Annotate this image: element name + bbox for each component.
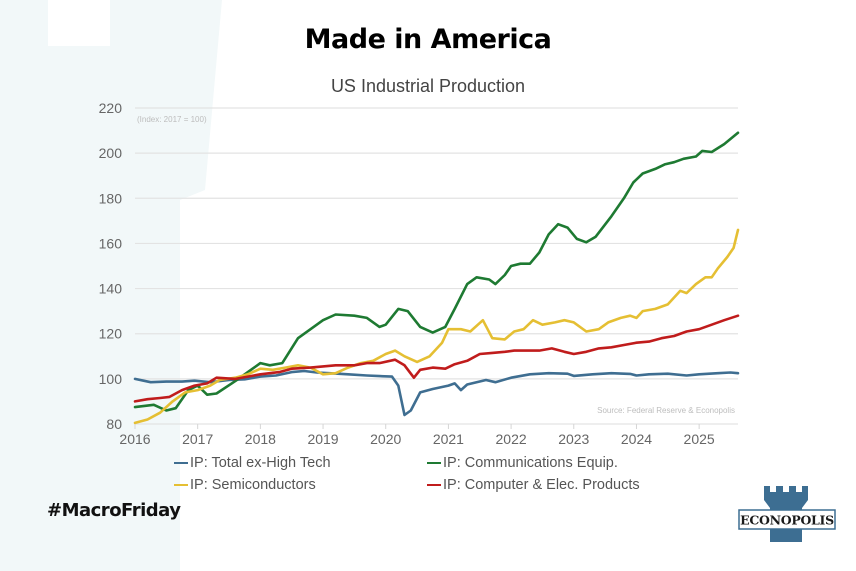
- legend-swatch-blue: [174, 462, 188, 464]
- econopolis-logo: ECONOPOLIS: [738, 486, 836, 542]
- x-tick-label: 2023: [558, 431, 589, 447]
- grid-lines: [135, 107, 738, 425]
- y-tick-label: 220: [99, 100, 123, 116]
- y-axis-ticks: 80 100 120 140 160 180 200 220: [99, 100, 123, 432]
- x-tick-label: 2022: [496, 431, 527, 447]
- legend-swatch-green: [427, 462, 441, 464]
- y-tick-label: 180: [99, 190, 123, 206]
- source-note: Source: Federal Reserve & Econopolis: [597, 406, 735, 415]
- y-tick-label: 160: [99, 235, 123, 251]
- logo-text: ECONOPOLIS: [740, 513, 834, 528]
- x-tick-label: 2020: [370, 431, 401, 447]
- series-line-3: [133, 314, 740, 403]
- series-line-0: [133, 369, 740, 417]
- legend-item-computer-elec-products: IP: Computer & Elec. Products: [427, 477, 640, 493]
- chart-title: US Industrial Production: [330, 76, 526, 96]
- index-note: (Index: 2017 = 100): [137, 115, 207, 124]
- legend-swatch-red: [427, 484, 441, 486]
- x-tick-label: 2018: [245, 431, 276, 447]
- page-title: Made in America: [304, 24, 552, 55]
- legend-item-communications-equip: IP: Communications Equip.: [427, 455, 618, 471]
- x-tick-label: 2019: [307, 431, 338, 447]
- legend-label: IP: Total ex-High Tech: [190, 455, 331, 471]
- y-tick-label: 200: [99, 145, 123, 161]
- y-tick-label: 100: [99, 371, 123, 387]
- series-line-1: [133, 131, 740, 412]
- y-tick-label: 120: [99, 326, 123, 342]
- x-tick-label: 2025: [684, 431, 715, 447]
- y-tick-label: 80: [106, 416, 122, 432]
- x-axis-ticks: 2016 2017 2018 2019 2020 2021 2022 2023 2024 2025: [119, 424, 715, 447]
- series-lines: [133, 131, 740, 425]
- x-tick-label: 2024: [621, 431, 652, 447]
- x-tick-label: 2021: [433, 431, 464, 447]
- series-line-2: [133, 228, 740, 425]
- legend-label: IP: Semiconductors: [190, 477, 316, 493]
- legend-label: IP: Computer & Elec. Products: [443, 477, 640, 493]
- y-tick-label: 140: [99, 281, 123, 297]
- legend-label: IP: Communications Equip.: [443, 455, 618, 471]
- legend-item-semiconductors: IP: Semiconductors: [174, 477, 316, 493]
- x-tick-label: 2017: [182, 431, 213, 447]
- legend-swatch-yellow: [174, 484, 188, 486]
- hashtag-label: #MacroFriday: [47, 500, 181, 521]
- legend-item-total-ex-high-tech: IP: Total ex-High Tech: [174, 455, 331, 471]
- x-tick-label: 2016: [119, 431, 150, 447]
